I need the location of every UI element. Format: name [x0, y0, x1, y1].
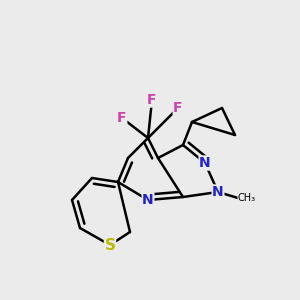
Text: F: F — [117, 111, 127, 125]
Text: N: N — [212, 185, 224, 199]
Text: S: S — [104, 238, 116, 253]
Text: F: F — [117, 111, 127, 125]
Text: F: F — [173, 101, 183, 115]
Text: CH₃: CH₃ — [238, 193, 256, 203]
Text: N: N — [199, 156, 211, 170]
Text: N: N — [199, 156, 211, 170]
Text: F: F — [173, 101, 183, 115]
Text: S: S — [104, 238, 116, 253]
Text: N: N — [142, 193, 154, 207]
Text: F: F — [147, 93, 157, 107]
Text: N: N — [212, 185, 224, 199]
Text: F: F — [147, 93, 157, 107]
Text: N: N — [142, 193, 154, 207]
